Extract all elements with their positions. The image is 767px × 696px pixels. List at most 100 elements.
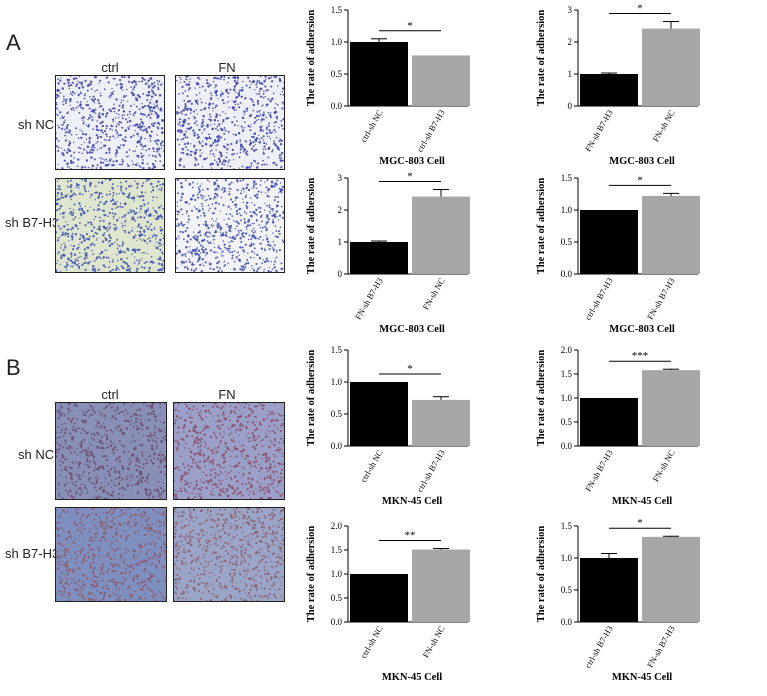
y-tick-label: 1.0 <box>331 37 343 47</box>
stained-cells <box>56 179 164 272</box>
bar-chart-5: The rate of adhersion 0.0 0.5 1.0 1.5 ctrl-sh… <box>306 345 470 507</box>
significance-marker: * <box>637 3 643 15</box>
bar <box>350 42 408 106</box>
y-tick-label: 0.5 <box>331 69 343 79</box>
micrograph-background <box>56 76 164 169</box>
bar <box>412 399 470 446</box>
y-tick-label: 2.0 <box>331 521 343 531</box>
x-axis-label: MGC-803 Cell <box>379 324 445 335</box>
y-tick-label: 0.5 <box>561 237 573 247</box>
y-tick-label: 0.5 <box>561 585 573 595</box>
bar <box>350 574 408 622</box>
bar <box>642 28 700 107</box>
bar <box>412 196 470 274</box>
y-axis-label: The rate of adhersion <box>536 178 547 275</box>
bar <box>412 549 470 622</box>
bar <box>642 370 700 446</box>
y-axis-label: The rate of adhersion <box>536 526 547 623</box>
category-label: FN-sh NC <box>420 624 446 660</box>
y-tick-label: 1.5 <box>331 345 343 355</box>
y-tick-label: 1.0 <box>331 377 343 387</box>
micrograph-b-shb7h3-ctrl <box>55 507 167 602</box>
micrograph-b-shb7h3-fn <box>173 507 285 602</box>
bar <box>580 210 638 274</box>
bar <box>412 55 470 106</box>
stained-cells <box>176 179 284 272</box>
y-tick-label: 1.0 <box>331 569 343 579</box>
bar <box>580 398 638 446</box>
y-axis-label: The rate of adhersion <box>536 10 547 107</box>
y-tick-label: 0.0 <box>331 101 343 111</box>
category-label: ctrl-sh B7-H3 <box>583 276 615 322</box>
row-label-shnc-a: sh NC <box>18 117 55 132</box>
stained-cells <box>56 403 166 499</box>
x-axis-label: MGC-803 Cell <box>379 156 445 167</box>
y-tick-label: 2 <box>338 205 343 215</box>
y-tick-label: 0.5 <box>331 409 343 419</box>
micrograph-a-shb7h3-ctrl <box>55 178 165 273</box>
y-tick-label: 2.0 <box>561 345 573 355</box>
micrograph-background <box>176 179 284 272</box>
category-label: FN-sh NC <box>420 276 446 312</box>
category-label: FN-sh B7-H3 <box>645 624 677 669</box>
micrograph-background <box>56 179 164 272</box>
bar <box>350 242 408 274</box>
significance-marker: ** <box>405 530 416 542</box>
stained-cells <box>176 76 284 169</box>
row-label-shnc-b: sh NC <box>18 447 55 462</box>
bar <box>580 558 638 622</box>
micrograph-background <box>176 76 284 169</box>
row-label-shb7h3-a: sh B7-H3 <box>5 215 60 230</box>
x-axis-label: MKN-45 Cell <box>382 496 442 507</box>
bar-chart-8: The rate of adhersion 0.0 0.5 1.0 1.5 ctrl-sh… <box>536 517 700 683</box>
y-tick-label: 1.5 <box>561 521 573 531</box>
micrograph-background <box>56 403 166 499</box>
y-tick-label: 0.0 <box>561 269 573 279</box>
y-tick-label: 0.5 <box>331 593 343 603</box>
y-tick-label: 3 <box>568 5 573 15</box>
significance-marker: * <box>407 171 413 183</box>
panel-label-b: B <box>6 355 21 380</box>
micrograph-a-shnc-ctrl <box>55 75 165 170</box>
y-axis-label: The rate of adhersion <box>306 526 317 623</box>
micrograph-b-shnc-ctrl <box>55 402 167 500</box>
bar-chart-2: The rate of adhersion 0 1 2 3 FN-sh B7-H3 FN-s… <box>536 3 700 167</box>
y-tick-label: 1 <box>568 69 573 79</box>
stained-cells <box>174 508 284 601</box>
stained-cells <box>174 403 284 499</box>
bar <box>642 195 700 274</box>
y-tick-label: 0.0 <box>561 441 573 451</box>
y-tick-label: 1.0 <box>561 553 573 563</box>
category-label: ctrl-sh NC <box>358 624 385 660</box>
y-axis-label: The rate of adhersion <box>536 350 547 447</box>
y-tick-label: 2 <box>568 37 573 47</box>
category-label: FN-sh B7-H3 <box>645 276 677 321</box>
x-axis-label: MKN-45 Cell <box>382 672 442 683</box>
micrograph-a-shnc-fn <box>175 75 285 170</box>
micrograph-background <box>174 508 284 601</box>
bar <box>580 74 638 106</box>
panel-label-a: A <box>6 30 21 55</box>
row-label-shb7h3-b: sh B7-H3 <box>5 546 60 561</box>
significance-marker: * <box>407 20 413 32</box>
y-tick-label: 1.0 <box>561 393 573 403</box>
y-tick-label: 1.0 <box>561 205 573 215</box>
significance-marker: * <box>407 363 413 375</box>
category-label: ctrl-sh NC <box>358 448 385 484</box>
significance-marker: * <box>637 174 643 186</box>
micrograph-a-shb7h3-fn <box>175 178 285 273</box>
y-tick-label: 0.0 <box>331 441 343 451</box>
x-axis-label: MKN-45 Cell <box>612 496 672 507</box>
y-tick-label: 0.5 <box>561 417 573 427</box>
y-tick-label: 0.0 <box>331 617 343 627</box>
significance-marker: * <box>637 517 643 529</box>
y-tick-label: 1.5 <box>331 545 343 555</box>
category-label: ctrl-sh B7-H3 <box>415 448 447 494</box>
col-label-ctrl-b: ctrl <box>101 387 119 402</box>
y-tick-label: 0.0 <box>561 617 573 627</box>
category-label: ctrl-sh NC <box>358 108 385 144</box>
significance-marker: *** <box>632 350 649 362</box>
x-axis-label: MGC-803 Cell <box>609 324 675 335</box>
y-tick-label: 1 <box>338 237 343 247</box>
col-label-fn-b: FN <box>218 387 236 402</box>
